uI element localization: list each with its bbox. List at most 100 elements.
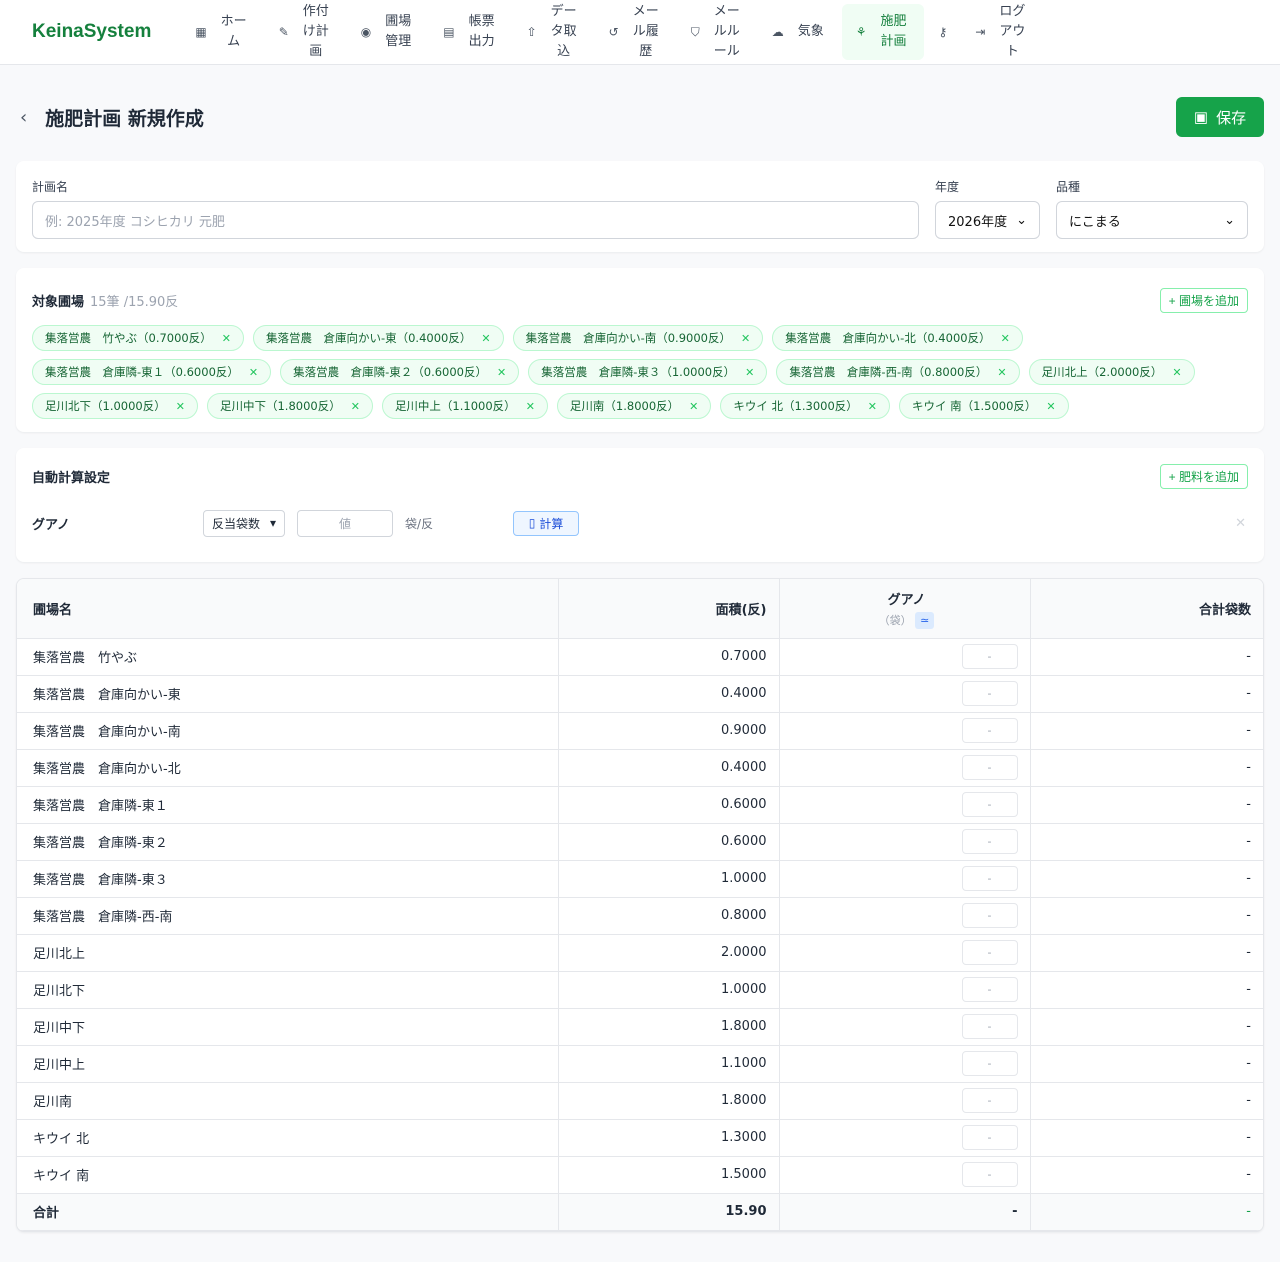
- title-text: 対象圃場: [32, 295, 85, 310]
- table-row: 足川中下 1.8000 - -: [17, 1008, 1263, 1046]
- variety-label: 品種: [1056, 180, 1081, 194]
- nav-item[interactable]: ⚘ 施肥計画: [841, 4, 925, 60]
- fertilizer-name: グアノ: [32, 517, 70, 533]
- logo[interactable]: KeinaSystem: [32, 21, 152, 42]
- nav-item[interactable]: ▦ ホーム: [181, 4, 264, 60]
- field-name: 足川北下: [17, 971, 559, 1009]
- close-icon[interactable]: ✕: [745, 365, 755, 379]
- table-row: 集落営農 倉庫向かい-東 0.4000 - -: [17, 675, 1263, 713]
- field-chip: 集落営農 倉庫向かい-北（0.4000反） ✕: [772, 325, 1023, 351]
- bags-input[interactable]: -: [961, 866, 1018, 891]
- add-field-button[interactable]: + 圃場を追加: [1159, 288, 1248, 313]
- close-icon[interactable]: ✕: [525, 399, 535, 413]
- fertilizer-table: 圃場名 面積(反) グアノ （袋） ≃ 合計袋数 集落営農 竹やぶ 0.7000 -…: [16, 578, 1264, 1232]
- table-row: 集落営農 倉庫向かい-南 0.9000 - -: [17, 712, 1263, 750]
- table-row: 集落営農 倉庫隣-東１ 0.6000 - -: [17, 786, 1263, 824]
- field-name: キウイ 北: [17, 1119, 559, 1157]
- field-chip: 足川中上（1.1000反） ✕: [381, 393, 548, 419]
- save-button[interactable]: ▣ 保存: [1176, 97, 1264, 137]
- bags-input[interactable]: -: [961, 792, 1018, 817]
- row-total: -: [1030, 934, 1263, 972]
- plan-name-input[interactable]: 例: 2025年度 コシヒカリ 元肥: [32, 201, 919, 239]
- table-row: キウイ 北 1.3000 - -: [17, 1119, 1263, 1157]
- bags-input[interactable]: -: [961, 940, 1018, 965]
- close-icon[interactable]: ✕: [248, 365, 259, 379]
- nav-logout[interactable]: ⇥ ログアウト: [961, 4, 1043, 60]
- table-row: 足川北上 2.0000 - -: [17, 934, 1263, 972]
- bags-input[interactable]: -: [961, 829, 1018, 854]
- close-icon[interactable]: ✕: [221, 331, 231, 345]
- bags-input[interactable]: -: [961, 903, 1018, 928]
- bags-input[interactable]: -: [961, 1014, 1018, 1039]
- nav-item[interactable]: ◉ 圃場管理: [347, 4, 429, 60]
- close-icon[interactable]: ✕: [867, 399, 877, 413]
- fert-toggle-button[interactable]: ≃: [915, 611, 935, 629]
- close-icon[interactable]: ✕: [175, 399, 185, 413]
- target-fields-title: 対象圃場 15筆 /15.90反: [32, 291, 178, 310]
- chevron-down-icon: ▾: [270, 516, 277, 530]
- bags-input[interactable]: -: [961, 1051, 1018, 1076]
- key-button[interactable]: ⚷: [924, 4, 961, 60]
- add-fertilizer-button[interactable]: + 肥料を追加: [1159, 464, 1248, 489]
- chip-label: 集落営農 竹やぶ（0.7000反）: [45, 331, 212, 345]
- bags-input[interactable]: -: [961, 644, 1018, 669]
- bags-input[interactable]: -: [961, 1125, 1018, 1150]
- bags-input[interactable]: -: [961, 755, 1018, 780]
- nav-item[interactable]: ▤ 帳票出力: [429, 4, 512, 60]
- year-select[interactable]: 2026年度 ⌄: [935, 201, 1040, 239]
- logout-icon: ⇥: [975, 25, 986, 39]
- field-chip: 集落営農 倉庫隣-東１（0.6000反） ✕: [32, 359, 272, 385]
- remove-fertilizer-icon[interactable]: ✕: [1235, 515, 1246, 531]
- calculate-button[interactable]: ▯ 計算: [513, 510, 580, 536]
- chip-label: 集落営農 倉庫隣-西-南（0.8000反）: [789, 365, 988, 379]
- field-area: 1.0000: [558, 860, 780, 898]
- close-icon[interactable]: ✕: [1000, 331, 1010, 345]
- field-name: 集落営農 倉庫隣-西-南: [17, 897, 559, 935]
- bags-input[interactable]: -: [961, 718, 1018, 743]
- calc-mode-select[interactable]: 反当袋数 ▾: [203, 509, 286, 537]
- table-row: 集落営農 倉庫隣-東２ 0.6000 - -: [17, 823, 1263, 861]
- close-icon[interactable]: ✕: [481, 331, 491, 345]
- chip-label: 集落営農 倉庫隣-東１（0.6000反）: [45, 365, 239, 379]
- bags-input[interactable]: -: [961, 1088, 1018, 1113]
- field-area: 0.4000: [558, 675, 780, 713]
- close-icon[interactable]: ✕: [350, 399, 360, 413]
- bags-input[interactable]: -: [961, 1162, 1018, 1187]
- col-fertilizer: グアノ （袋） ≃: [779, 579, 1031, 639]
- field-name: 足川北上: [17, 934, 559, 972]
- value-input[interactable]: 値: [297, 509, 394, 537]
- row-total: -: [1030, 971, 1263, 1009]
- field-area: 0.4000: [558, 749, 780, 787]
- chip-label: 集落営農 倉庫隣-東２（0.6000反）: [293, 365, 487, 379]
- table-row: 足川中上 1.1000 - -: [17, 1045, 1263, 1083]
- nav-item[interactable]: ✎ 作付け計画: [265, 4, 347, 60]
- close-icon[interactable]: ✕: [740, 331, 751, 345]
- nav-label: メール履歴: [632, 4, 659, 59]
- variety-select[interactable]: にこまる ⌄: [1056, 201, 1248, 239]
- nav-item[interactable]: ⛉ メールルール: [677, 4, 758, 60]
- plan-form: 計画名 例: 2025年度 コシヒカリ 元肥 年度 2026年度 ⌄ 品種 にこま…: [16, 161, 1264, 252]
- close-icon[interactable]: ✕: [1046, 399, 1056, 413]
- bags-input[interactable]: -: [961, 977, 1018, 1002]
- back-chevron-icon[interactable]: ‹: [20, 106, 28, 128]
- document-icon: ▤: [443, 25, 455, 39]
- bags-input[interactable]: -: [961, 681, 1018, 706]
- field-name: 集落営農 倉庫向かい-北: [17, 749, 559, 787]
- fert-unit: （袋）: [878, 613, 912, 627]
- map-pin-icon: ◉: [360, 25, 372, 39]
- field-name: 集落営農 倉庫隣-東１: [17, 786, 559, 824]
- close-icon[interactable]: ✕: [497, 365, 507, 379]
- field-chip: 足川北下（1.0000反） ✕: [32, 393, 198, 419]
- field-area: 1.5000: [558, 1156, 780, 1194]
- close-icon[interactable]: ✕: [689, 399, 699, 413]
- cloud-icon: ☁: [771, 25, 784, 39]
- chip-label: 集落営農 倉庫向かい-北（0.4000反）: [785, 331, 991, 345]
- field-chip: 足川南（1.8000反） ✕: [556, 393, 712, 419]
- nav-item[interactable]: ⇧ データ取込: [513, 4, 595, 60]
- field-area: 0.9000: [558, 712, 780, 750]
- nav-item[interactable]: ☁ 気象: [758, 4, 842, 60]
- nav-item[interactable]: ↺ メール履歴: [595, 4, 677, 60]
- close-icon[interactable]: ✕: [997, 365, 1007, 379]
- chip-label: 足川北上（2.0000反）: [1041, 365, 1163, 379]
- close-icon[interactable]: ✕: [1172, 365, 1182, 379]
